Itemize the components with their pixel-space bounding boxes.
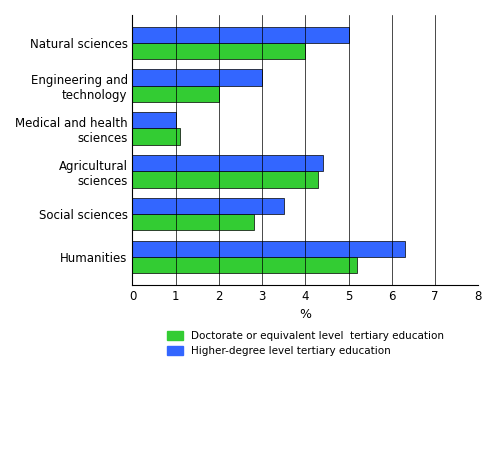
Bar — [133, 27, 348, 43]
X-axis label: %: % — [299, 308, 312, 321]
Bar — [133, 129, 180, 145]
Bar — [133, 43, 305, 59]
Bar — [133, 171, 319, 188]
Bar — [133, 155, 323, 171]
Bar — [133, 70, 262, 86]
Bar — [133, 257, 357, 273]
Bar — [133, 112, 176, 129]
Legend: Doctorate or equivalent level  tertiary education, Higher-degree level tertiary : Doctorate or equivalent level tertiary e… — [163, 326, 448, 361]
Bar — [133, 86, 219, 102]
Bar — [133, 214, 253, 230]
Bar — [133, 198, 284, 214]
Bar — [133, 241, 405, 257]
